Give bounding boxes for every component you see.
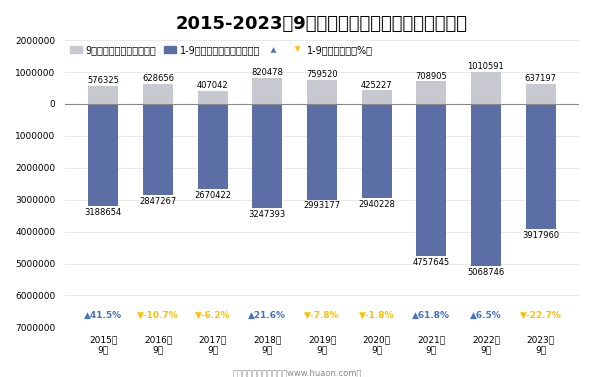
Bar [198, 91, 228, 104]
Text: 820478: 820478 [251, 68, 283, 77]
Text: ▲61.8%: ▲61.8% [412, 310, 450, 319]
Text: ▲41.5%: ▲41.5% [84, 310, 122, 319]
Text: ▼-1.8%: ▼-1.8% [359, 310, 394, 319]
Text: 425227: 425227 [361, 81, 393, 90]
Bar [89, 86, 118, 104]
Text: ▼-10.7%: ▼-10.7% [137, 310, 179, 319]
Text: 3917960: 3917960 [522, 231, 559, 240]
Legend: 9月进出口总额（万美元）, 1-9月进出口总额（万美元）, , 1-9月同比增速（%）: 9月进出口总额（万美元）, 1-9月进出口总额（万美元）, , 1-9月同比增速… [70, 45, 372, 55]
Bar [252, 104, 282, 208]
Bar [362, 90, 391, 104]
Bar [416, 81, 446, 104]
Bar [307, 104, 337, 199]
Text: 637197: 637197 [525, 74, 557, 83]
Text: 2670422: 2670422 [194, 191, 231, 200]
Text: ▲6.5%: ▲6.5% [470, 310, 502, 319]
Title: 2015-2023年9月郑州新郑综合保税区进出口总额: 2015-2023年9月郑州新郑综合保税区进出口总额 [176, 15, 468, 33]
Bar [252, 78, 282, 104]
Text: 759520: 759520 [306, 70, 338, 79]
Bar [198, 104, 228, 189]
Text: 4757645: 4757645 [413, 258, 450, 267]
Bar [143, 104, 173, 195]
Bar [307, 80, 337, 104]
Text: 3247393: 3247393 [249, 210, 286, 219]
Text: 708905: 708905 [415, 72, 447, 81]
Text: 576325: 576325 [87, 76, 119, 85]
Bar [471, 104, 501, 266]
Text: ▼-6.2%: ▼-6.2% [195, 310, 230, 319]
Text: 2993177: 2993177 [304, 201, 340, 210]
Text: ▼-22.7%: ▼-22.7% [520, 310, 561, 319]
Text: 制图：华经产业研究院（www.huaon.com）: 制图：华经产业研究院（www.huaon.com） [232, 368, 362, 377]
Bar [416, 104, 446, 256]
Bar [526, 84, 555, 104]
Text: ▼-7.8%: ▼-7.8% [304, 310, 340, 319]
Text: 5068746: 5068746 [467, 268, 504, 277]
Text: 628656: 628656 [142, 74, 174, 83]
Text: 2847267: 2847267 [140, 197, 176, 206]
Text: 1010591: 1010591 [467, 62, 504, 71]
Text: 407042: 407042 [197, 81, 229, 90]
Text: ▲21.6%: ▲21.6% [248, 310, 286, 319]
Bar [471, 72, 501, 104]
Bar [89, 104, 118, 206]
Bar [143, 84, 173, 104]
Bar [362, 104, 391, 198]
Text: 3188654: 3188654 [85, 208, 122, 217]
Bar [526, 104, 555, 229]
Text: 2940228: 2940228 [358, 200, 395, 209]
